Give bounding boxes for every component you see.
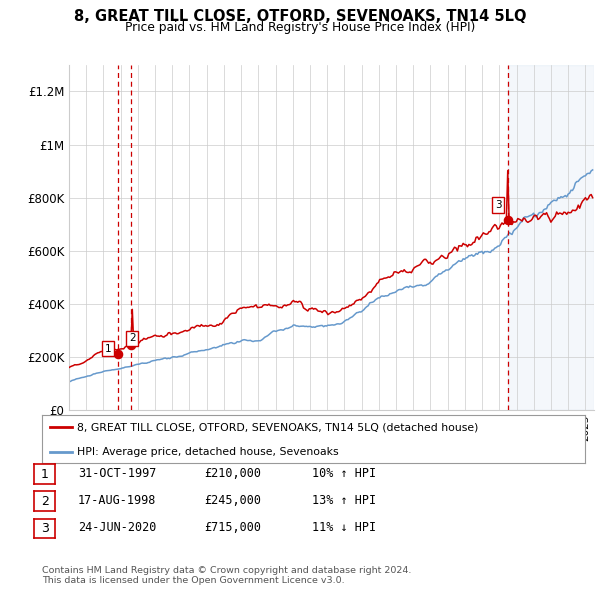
Text: 8, GREAT TILL CLOSE, OTFORD, SEVENOAKS, TN14 5LQ: 8, GREAT TILL CLOSE, OTFORD, SEVENOAKS, … — [74, 9, 526, 24]
Text: 8, GREAT TILL CLOSE, OTFORD, SEVENOAKS, TN14 5LQ (detached house): 8, GREAT TILL CLOSE, OTFORD, SEVENOAKS, … — [77, 422, 479, 432]
Text: 10% ↑ HPI: 10% ↑ HPI — [312, 467, 376, 480]
Text: 2: 2 — [129, 333, 136, 343]
Text: 3: 3 — [41, 522, 49, 535]
Text: 24-JUN-2020: 24-JUN-2020 — [78, 521, 157, 534]
Point — [127, 340, 136, 350]
Text: 11% ↓ HPI: 11% ↓ HPI — [312, 521, 376, 534]
Point — [503, 215, 512, 225]
Bar — [508, 65, 594, 410]
Text: 1: 1 — [105, 344, 112, 354]
Text: £715,000: £715,000 — [204, 521, 261, 534]
Text: 1: 1 — [41, 467, 49, 481]
Text: 17-AUG-1998: 17-AUG-1998 — [78, 494, 157, 507]
Text: 31-OCT-1997: 31-OCT-1997 — [78, 467, 157, 480]
Text: £210,000: £210,000 — [204, 467, 261, 480]
Text: Price paid vs. HM Land Registry's House Price Index (HPI): Price paid vs. HM Land Registry's House … — [125, 21, 475, 34]
Text: 3: 3 — [495, 200, 502, 210]
Point — [113, 349, 122, 359]
Text: HPI: Average price, detached house, Sevenoaks: HPI: Average price, detached house, Seve… — [77, 447, 339, 457]
Text: 2: 2 — [41, 494, 49, 508]
Text: 13% ↑ HPI: 13% ↑ HPI — [312, 494, 376, 507]
Text: Contains HM Land Registry data © Crown copyright and database right 2024.
This d: Contains HM Land Registry data © Crown c… — [42, 566, 412, 585]
Text: £245,000: £245,000 — [204, 494, 261, 507]
